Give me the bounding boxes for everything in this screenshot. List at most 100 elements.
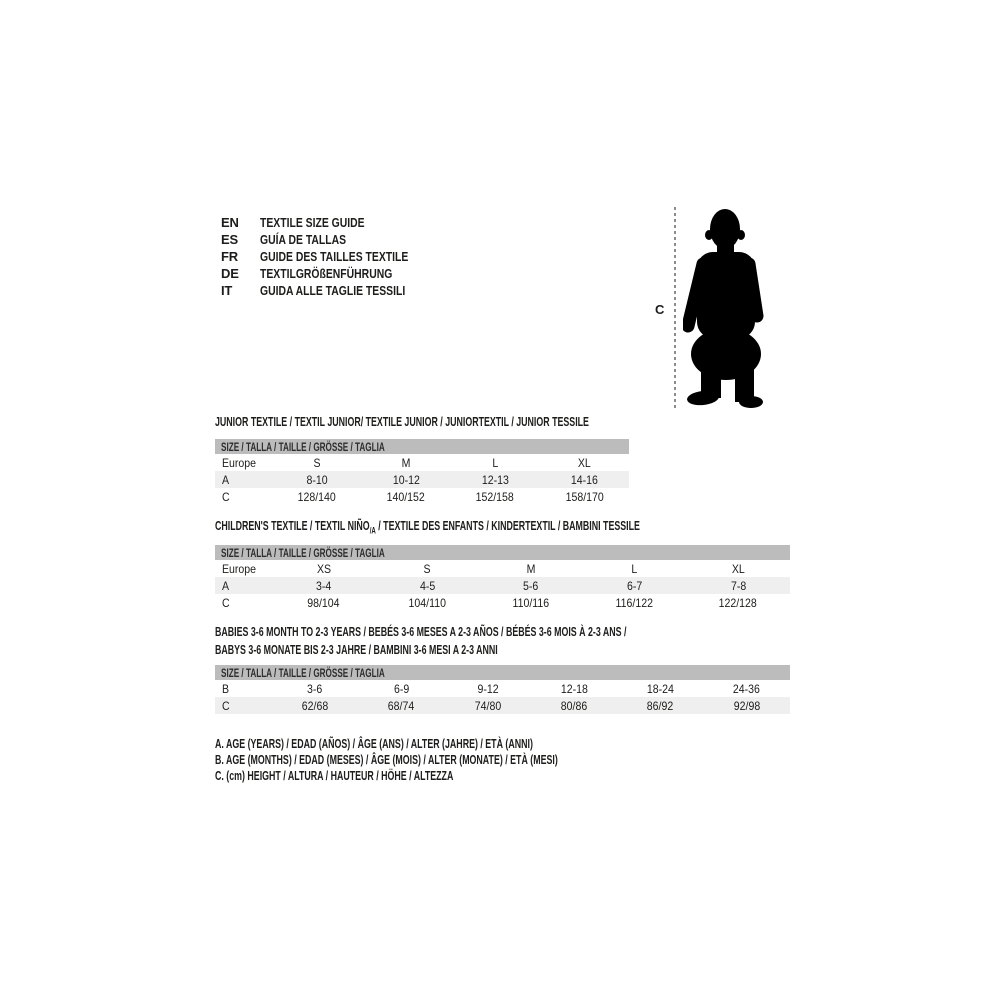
table-cell: 4-5 xyxy=(419,578,436,593)
table-cell: 122/128 xyxy=(719,595,758,610)
children-size-table: SIZE / TALLA / TAILLE / GRÖSSE / TAGLIA … xyxy=(215,545,790,611)
row-label-cell: A xyxy=(222,472,230,487)
table-cell: 12-18 xyxy=(560,681,588,696)
table-row: A 8-10 10-12 12-13 14-16 xyxy=(215,471,629,488)
table-row: C 62/68 68/74 74/80 80/86 86/92 92/98 xyxy=(215,697,790,714)
table-cell: 74/80 xyxy=(474,698,502,713)
height-dashed-line xyxy=(674,207,676,409)
table-cell: L xyxy=(492,455,499,470)
table-row: C 98/104 104/110 110/116 116/122 122/128 xyxy=(215,594,790,611)
table-cell: 8-10 xyxy=(306,472,328,487)
table-cell: 110/116 xyxy=(512,595,550,610)
table-cell: 104/110 xyxy=(408,595,447,610)
junior-size-table: SIZE / TALLA / TAILLE / GRÖSSE / TAGLIA … xyxy=(215,439,629,505)
table-cell: L xyxy=(631,561,638,576)
table-row: C 128/140 140/152 152/158 158/170 xyxy=(215,488,629,505)
table-cell: 18-24 xyxy=(646,681,675,696)
size-header-text: SIZE / TALLA / TAILLE / GRÖSSE / TAGLIA xyxy=(221,665,385,680)
row-label-cell: A xyxy=(222,578,230,593)
language-title-list: EN TEXTILE SIZE GUIDE ES GUÍA DE TALLAS … xyxy=(221,214,445,299)
language-title-text: GUIDE DES TAILLES TEXTILE xyxy=(260,249,409,264)
table-row: Europe XS S M L XL xyxy=(215,560,790,577)
legend-line-a: A. AGE (YEARS) / EDAD (AÑOS) / ÂGE (ANS)… xyxy=(215,736,719,752)
size-header-bar: SIZE / TALLA / TAILLE / GRÖSSE / TAGLIA xyxy=(215,545,790,560)
table-title-text: BABYS 3-6 MONATE BIS 2-3 JAHRE / BAMBINI… xyxy=(215,642,498,657)
table-cell: 92/98 xyxy=(733,698,761,713)
row-label-cell: Europe xyxy=(222,455,257,470)
table-cell: 68/74 xyxy=(388,698,415,713)
table-title-text: CHILDREN'S TEXTILE / TEXTIL NIÑO/A / TEX… xyxy=(215,517,640,540)
title-part-pre: CHILDREN'S TEXTILE / TEXTIL NIÑO xyxy=(215,518,370,533)
row-label-cell: C xyxy=(222,595,230,610)
language-title-text: TEXTILE SIZE GUIDE xyxy=(260,215,365,230)
table-cell: 140/152 xyxy=(386,489,425,504)
table-cell: 3-6 xyxy=(307,681,323,696)
table-cell: S xyxy=(423,561,431,576)
table-cell: 62/68 xyxy=(301,698,329,713)
language-title-text: GUÍA DE TALLAS xyxy=(260,232,347,247)
table-cell: M xyxy=(526,561,536,576)
language-row: FR GUIDE DES TAILLES TEXTILE xyxy=(221,248,445,265)
size-header-bar: SIZE / TALLA / TAILLE / GRÖSSE / TAGLIA xyxy=(215,439,629,454)
table-title-text: JUNIOR TEXTILE / TEXTIL JUNIOR/ TEXTILE … xyxy=(215,414,589,429)
table-cell: 158/170 xyxy=(565,489,604,504)
table-cell: 12-13 xyxy=(481,472,509,487)
figure-height-label: C xyxy=(655,302,665,317)
language-title-text: GUIDA ALLE TAGLIE TESSILI xyxy=(260,283,406,298)
language-code: DE xyxy=(221,266,239,281)
table-cell: 6-7 xyxy=(626,578,643,593)
title-part-post: / TEXTILE DES ENFANTS / KINDERTEXTIL / B… xyxy=(375,518,640,533)
legend: A. AGE (YEARS) / EDAD (AÑOS) / ÂGE (ANS)… xyxy=(215,736,719,784)
row-label-cell: Europe xyxy=(222,561,257,576)
size-header-text: SIZE / TALLA / TAILLE / GRÖSSE / TAGLIA xyxy=(221,439,385,454)
table-cell: 24-36 xyxy=(733,681,761,696)
table-cell: XL xyxy=(577,455,591,470)
table-row: B 3-6 6-9 9-12 12-18 18-24 24-36 xyxy=(215,680,790,697)
row-label-cell: C xyxy=(222,489,230,504)
legend-line-c: C. (cm) HEIGHT / ALTURA / HAUTEUR / HÖHE… xyxy=(215,768,719,784)
language-row: ES GUÍA DE TALLAS xyxy=(221,231,445,248)
table-cell: 152/158 xyxy=(476,489,515,504)
language-code: EN xyxy=(221,215,239,230)
language-row: DE TEXTILGRÖßENFÜHRUNG xyxy=(221,265,445,282)
language-code: FR xyxy=(221,249,238,264)
toddler-shape xyxy=(683,209,764,408)
table-cell: 86/92 xyxy=(647,698,674,713)
table-cell: S xyxy=(313,455,321,470)
table-cell: 98/104 xyxy=(307,595,340,610)
table-cell: 5-6 xyxy=(523,578,539,593)
legend-line-b: B. AGE (MONTHS) / EDAD (MESES) / ÂGE (MO… xyxy=(215,752,719,768)
language-code: ES xyxy=(221,232,238,247)
legend-text: B. AGE (MONTHS) / EDAD (MESES) / ÂGE (MO… xyxy=(215,752,558,767)
table-cell: 7-8 xyxy=(730,578,746,593)
legend-text: A. AGE (YEARS) / EDAD (AÑOS) / ÂGE (ANS)… xyxy=(215,736,533,751)
table-cell: 10-12 xyxy=(392,472,420,487)
table-title-children: CHILDREN'S TEXTILE / TEXTIL NIÑO/A / TEX… xyxy=(215,517,840,540)
table-cell: 116/122 xyxy=(615,595,654,610)
table-title-text: BABIES 3-6 MONTH TO 2-3 YEARS / BEBÉS 3-… xyxy=(215,624,627,639)
language-row: IT GUIDA ALLE TAGLIE TESSILI xyxy=(221,282,445,299)
row-label-cell: B xyxy=(222,681,230,696)
table-cell: M xyxy=(401,455,411,470)
title-subscript: /A xyxy=(369,525,376,536)
table-title-junior: JUNIOR TEXTILE / TEXTIL JUNIOR/ TEXTILE … xyxy=(215,413,765,431)
table-cell: 3-4 xyxy=(316,578,332,593)
toddler-silhouette-icon xyxy=(683,209,764,408)
table-row: A 3-4 4-5 5-6 6-7 7-8 xyxy=(215,577,790,594)
table-row: Europe S M L XL xyxy=(215,454,629,471)
row-label-cell: C xyxy=(222,698,230,713)
babies-size-table: SIZE / TALLA / TAILLE / GRÖSSE / TAGLIA … xyxy=(215,665,790,714)
size-header-bar: SIZE / TALLA / TAILLE / GRÖSSE / TAGLIA xyxy=(215,665,790,680)
table-cell: 9-12 xyxy=(477,681,499,696)
table-cell: XS xyxy=(316,561,331,576)
table-cell: 128/140 xyxy=(297,489,336,504)
table-cell: XL xyxy=(731,561,745,576)
table-title-babies: BABIES 3-6 MONTH TO 2-3 YEARS / BEBÉS 3-… xyxy=(215,623,820,659)
language-row: EN TEXTILE SIZE GUIDE xyxy=(221,214,445,231)
table-cell: 80/86 xyxy=(560,698,588,713)
language-title-text: TEXTILGRÖßENFÜHRUNG xyxy=(260,266,393,281)
table-cell: 6-9 xyxy=(393,681,410,696)
table-cell: 14-16 xyxy=(570,472,598,487)
legend-text: C. (cm) HEIGHT / ALTURA / HAUTEUR / HÖHE… xyxy=(215,768,454,783)
